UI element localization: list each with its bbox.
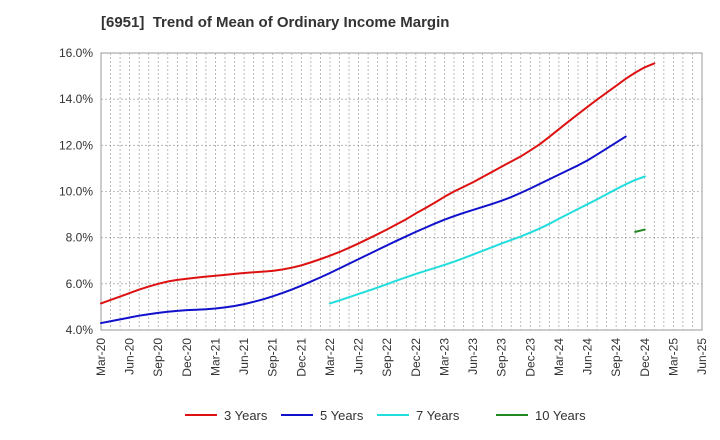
x-tick-label: Mar-20 — [94, 338, 108, 376]
x-tick-label: Jun-20 — [123, 338, 137, 375]
series-line-3-years — [100, 62, 656, 305]
series-lines — [100, 62, 656, 325]
x-tick-label: Jun-25 — [695, 338, 709, 375]
series-line-5-years — [100, 135, 627, 325]
series-line-10-years — [634, 228, 646, 233]
x-tick-label: Jun-21 — [237, 338, 251, 375]
legend-label: 7 Years — [416, 408, 460, 423]
y-tick-label: 14.0% — [59, 92, 93, 106]
x-tick-label: Dec-24 — [638, 338, 652, 377]
x-tick-label: Sep-23 — [495, 338, 509, 377]
x-tick-label: Dec-21 — [294, 338, 308, 377]
chart-title: [6951] Trend of Mean of Ordinary Income … — [101, 14, 450, 31]
x-tick-label: Sep-24 — [609, 338, 623, 377]
y-tick-label: 4.0% — [66, 323, 94, 337]
x-tick-label: Mar-24 — [552, 338, 566, 376]
x-tick-label: Mar-23 — [437, 338, 451, 376]
x-tick-label: Mar-21 — [208, 338, 222, 376]
axis-labels: 4.0% 6.0% 8.0% 10.0% 12.0% 14.0% 16.0% Mar-20 Ju… — [59, 46, 709, 377]
legend-label: 5 Years — [320, 408, 364, 423]
x-tick-label: Sep-20 — [151, 338, 165, 377]
x-tick-label: Sep-22 — [380, 338, 394, 377]
x-tick-label: Sep-21 — [266, 338, 280, 377]
y-tick-label: 16.0% — [59, 46, 93, 60]
y-tick-label: 12.0% — [59, 138, 93, 152]
x-tick-label: Jun-23 — [466, 338, 480, 375]
y-tick-label: 10.0% — [59, 185, 93, 199]
legend-label: 10 Years — [535, 408, 586, 423]
y-tick-label: 8.0% — [66, 231, 94, 245]
x-tick-label: Jun-24 — [581, 338, 595, 375]
series-line-7-years — [328, 175, 646, 305]
x-tick-label: Dec-20 — [180, 338, 194, 377]
x-tick-label: Mar-22 — [323, 338, 337, 376]
y-tick-label: 6.0% — [66, 277, 94, 291]
x-tick-label: Dec-23 — [523, 338, 537, 377]
x-tick-label: Dec-22 — [409, 338, 423, 377]
legend-label: 3 Years — [224, 408, 268, 423]
legend: 3 Years 5 Years 7 Years 10 Years — [185, 408, 586, 423]
grid-lines — [101, 53, 702, 330]
x-tick-label: Mar-25 — [666, 338, 680, 376]
x-tick-label: Jun-22 — [352, 338, 366, 375]
